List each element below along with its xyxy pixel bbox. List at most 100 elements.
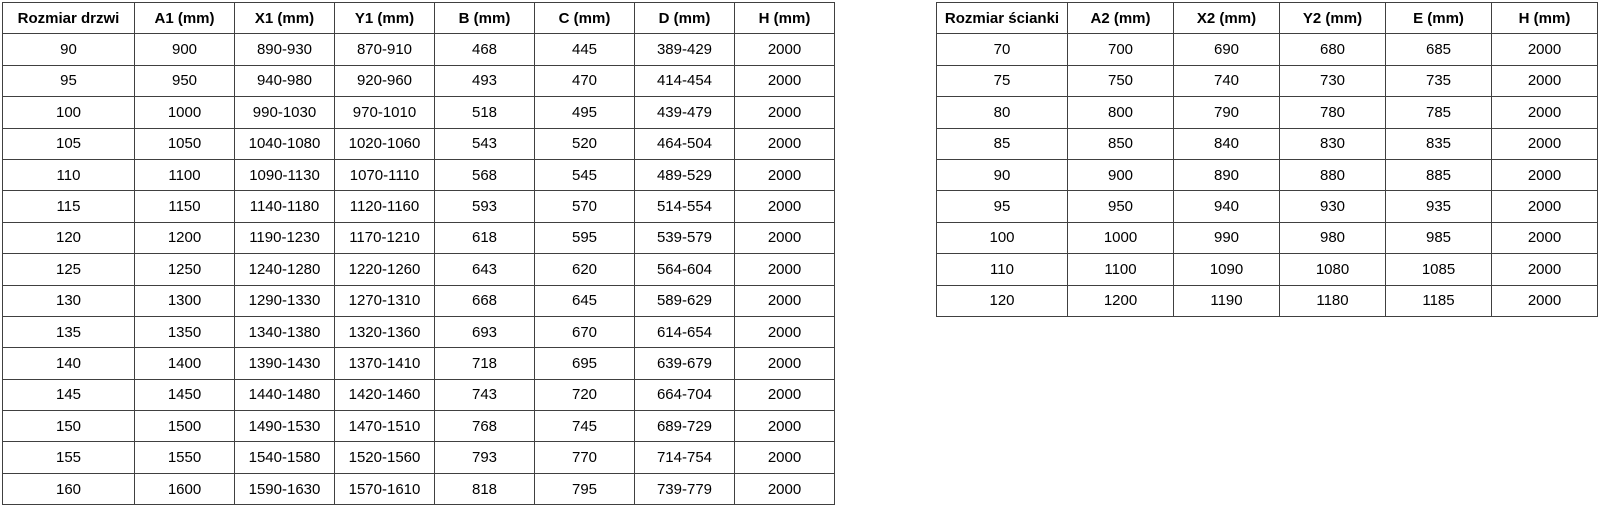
table-cell: 1400 (134, 347, 235, 380)
table-cell: 593 (434, 190, 535, 223)
table-cell: 900 (134, 33, 235, 66)
table-cell: 75 (936, 64, 1068, 98)
table-cell: 1300 (134, 284, 235, 317)
table-cell: 950 (134, 64, 235, 98)
table-cell: 890-930 (234, 33, 335, 66)
table-cell: 800 (1067, 96, 1174, 129)
table-cell: 768 (434, 410, 535, 443)
table-cell: 1270-1310 (334, 284, 435, 317)
table-cell: 2000 (1491, 64, 1598, 98)
table-cell: 890 (1173, 158, 1280, 192)
table-cell: 140 (2, 347, 135, 380)
table-cell: 1100 (134, 158, 235, 192)
table-cell: 739-779 (634, 472, 735, 506)
table-cell: 2000 (1491, 158, 1598, 192)
table-cell: 1320-1360 (334, 315, 435, 349)
wall-size-table: Rozmiar ścianki A2 (mm) X2 (mm) Y2 (mm) E (m… (936, 1, 1598, 317)
table-cell: 950 (1067, 190, 1174, 223)
table-row: 85 850 840 830 835 2000 (936, 127, 1598, 160)
table-cell: 1570-1610 (334, 472, 435, 506)
table-cell: 714-754 (634, 441, 735, 474)
table-cell: 1520-1560 (334, 441, 435, 474)
table-header-row: Rozmiar ścianki A2 (mm) X2 (mm) Y2 (mm) E (m… (936, 1, 1598, 35)
table-cell: 1470-1510 (334, 410, 435, 443)
table-row: 80 800 790 780 785 2000 (936, 96, 1598, 129)
table-cell: 1040-1080 (234, 127, 335, 160)
table-cell: 2000 (734, 315, 835, 349)
table-cell: 2000 (734, 190, 835, 223)
table-cell: 80 (936, 96, 1068, 129)
door-size-table-body: 90 900 890-930 870-910 468 445 389-429 2000 95 95… (2, 33, 835, 506)
table-cell: 793 (434, 441, 535, 474)
column-header: E (mm) (1385, 1, 1492, 35)
table-cell: 543 (434, 127, 535, 160)
table-row: 130 1300 1290-1330 1270-1310 668 645 589-629 20… (2, 284, 835, 317)
table-cell: 595 (534, 221, 635, 255)
column-header: A1 (mm) (134, 1, 235, 35)
table-row: 115 1150 1140-1180 1120-1160 593 570 514-554 20… (2, 190, 835, 223)
table-cell: 990-1030 (234, 96, 335, 129)
table-cell: 1000 (1067, 221, 1174, 255)
table-cell: 120 (2, 221, 135, 255)
table-row: 95 950 940-980 920-960 493 470 414-454 2000 (2, 64, 835, 98)
table-cell: 95 (2, 64, 135, 98)
table-cell: 110 (936, 253, 1068, 286)
table-cell: 2000 (1491, 284, 1598, 317)
table-cell: 539-579 (634, 221, 735, 255)
table-cell: 489-529 (634, 158, 735, 192)
table-cell: 885 (1385, 158, 1492, 192)
table-cell: 2000 (734, 127, 835, 160)
table-cell: 564-604 (634, 253, 735, 286)
table-cell: 670 (534, 315, 635, 349)
column-header: C (mm) (534, 1, 635, 35)
table-cell: 1370-1410 (334, 347, 435, 380)
table-cell: 95 (936, 190, 1068, 223)
table-cell: 2000 (734, 472, 835, 506)
table-cell: 414-454 (634, 64, 735, 98)
column-header: X1 (mm) (234, 1, 335, 35)
table-cell: 100 (936, 221, 1068, 255)
table-cell: 145 (2, 378, 135, 412)
table-cell: 818 (434, 472, 535, 506)
table-cell: 85 (936, 127, 1068, 160)
table-cell: 743 (434, 378, 535, 412)
table-cell: 110 (2, 158, 135, 192)
table-cell: 2000 (734, 253, 835, 286)
table-cell: 1050 (134, 127, 235, 160)
table-cell: 445 (534, 33, 635, 66)
table-cell: 1600 (134, 472, 235, 506)
table-cell: 115 (2, 190, 135, 223)
table-row: 120 1200 1190 1180 1185 2000 (936, 284, 1598, 317)
door-size-table: Rozmiar drzwi A1 (mm) X1 (mm) Y1 (mm) B (mm)… (2, 1, 835, 506)
table-cell: 1490-1530 (234, 410, 335, 443)
table-cell: 1000 (134, 96, 235, 129)
column-header: H (mm) (734, 1, 835, 35)
table-cell: 850 (1067, 127, 1174, 160)
column-header: A2 (mm) (1067, 1, 1174, 35)
table-cell: 568 (434, 158, 535, 192)
table-cell: 689-729 (634, 410, 735, 443)
table-cell: 439-479 (634, 96, 735, 129)
table-cell: 2000 (1491, 253, 1598, 286)
table-cell: 730 (1279, 64, 1386, 98)
table-cell: 2000 (1491, 33, 1598, 66)
table-cell: 2000 (734, 64, 835, 98)
table-cell: 740 (1173, 64, 1280, 98)
column-header: Rozmiar ścianki (936, 1, 1068, 35)
column-header: X2 (mm) (1173, 1, 1280, 35)
table-cell: 1085 (1385, 253, 1492, 286)
table-cell: 2000 (1491, 221, 1598, 255)
table-cell: 790 (1173, 96, 1280, 129)
column-header: Rozmiar drzwi (2, 1, 135, 35)
table-cell: 589-629 (634, 284, 735, 317)
table-cell: 990 (1173, 221, 1280, 255)
table-cell: 514-554 (634, 190, 735, 223)
table-cell: 940-980 (234, 64, 335, 98)
table-cell: 980 (1279, 221, 1386, 255)
table-cell: 645 (534, 284, 635, 317)
table-cell: 125 (2, 253, 135, 286)
table-cell: 493 (434, 64, 535, 98)
table-cell: 1290-1330 (234, 284, 335, 317)
table-cell: 2000 (734, 33, 835, 66)
